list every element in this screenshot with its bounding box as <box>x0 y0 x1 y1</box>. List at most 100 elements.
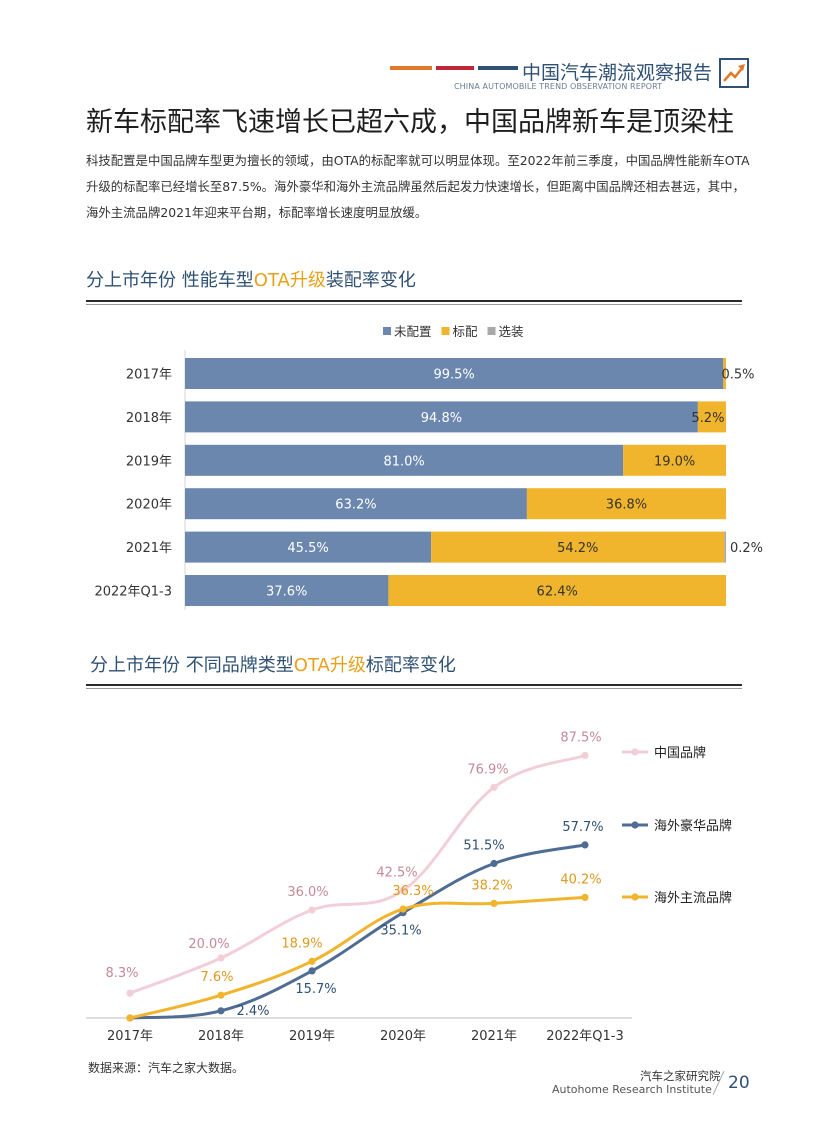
header-bar-orange <box>390 66 432 70</box>
line-point-海外主流品牌 <box>217 991 225 999</box>
bar-data-label: 99.5% <box>433 368 474 383</box>
line-point-海外豪华品牌 <box>308 967 316 975</box>
section2-title-post: 标配率变化 <box>365 655 456 676</box>
section1-title-highlight: OTA升级 <box>253 270 326 291</box>
line-data-label: 57.7% <box>562 820 603 835</box>
report-title: 中国汽车潮流观察报告 <box>522 62 713 84</box>
bar-data-label: 45.5% <box>287 541 328 556</box>
line-point-中国品牌 <box>308 906 316 914</box>
bar-segment-标配 <box>697 401 726 433</box>
bar-data-label: 62.4% <box>537 585 578 600</box>
bar-data-label: 19.0% <box>654 454 695 469</box>
bar-segment-标配 <box>431 531 725 563</box>
line-point-海外主流品牌 <box>126 1014 134 1022</box>
bar-segment-标配 <box>388 575 726 606</box>
institute-name-cn: 汽车之家研究院 <box>640 1069 721 1083</box>
section2-title-highlight: OTA升级 <box>293 655 366 676</box>
page-number: 20 <box>728 1073 750 1093</box>
report-subtitle: CHINA AUTOMOBILE TREND OBSERVATION REPOR… <box>454 82 663 91</box>
page-title: 新车标配率飞速增长已超六成，中国品牌新车是顶梁柱 <box>86 107 734 138</box>
line-series-海外豪华品牌 <box>128 843 587 1020</box>
line-data-label: 40.2% <box>560 872 601 887</box>
bar-data-label: 37.6% <box>266 585 307 600</box>
bar-segment-未配置 <box>185 575 389 606</box>
line-data-label: 42.5% <box>376 866 417 881</box>
line-point-中国品牌 <box>399 886 407 895</box>
bar-data-label: 54.2% <box>557 541 598 556</box>
legend-swatch-2 <box>487 327 496 335</box>
line-point-中国品牌 <box>126 989 134 997</box>
bar-data-label: 36.8% <box>606 498 647 513</box>
line-data-label: 51.5% <box>463 839 504 854</box>
bar-segment-未配置 <box>185 488 527 520</box>
line-chart: 2017年 2018年 2019年 2020年 2021年 2022年Q1-3 8.3% 20… <box>86 731 732 1044</box>
bar-category-label: 2021年 <box>126 541 172 556</box>
line-data-label: 38.2% <box>471 878 512 893</box>
section1-title-pre: 分上市年份 性能车型 <box>86 270 254 291</box>
line-data-label: 35.1% <box>380 924 421 939</box>
bar-category-label: 2018年 <box>126 411 172 426</box>
bar-segment-标配 <box>526 488 726 520</box>
line-point-海外豪华品牌 <box>490 859 498 868</box>
line-point-海外主流品牌 <box>399 905 407 913</box>
stacked-bar-chart: 未配置 标配 选装 2017年 99.5% 0.5% 2018年 94.8% 5.2% 2019年… <box>94 324 763 610</box>
line-data-label: 8.3% <box>105 966 138 981</box>
line-point-中国品牌 <box>490 783 498 791</box>
line-point-海外主流品牌 <box>581 893 589 901</box>
bar-segment-标配 <box>623 444 726 476</box>
bar-category-label: 2020年 <box>126 498 172 513</box>
line-series-中国品牌 <box>128 754 587 995</box>
line-x-tick-label: 2020年 <box>380 1029 426 1044</box>
line-x-tick-label: 2022年Q1-3 <box>546 1029 624 1044</box>
data-source-note: 数据来源：汽车之家大数据。 <box>88 1061 245 1075</box>
section1-title: 分上市年份 性能车型OTA升级装配率变化 <box>86 266 416 292</box>
line-x-tick-label: 2019年 <box>289 1029 335 1044</box>
bar-segment-未配置 <box>185 444 624 476</box>
bar-data-label: 63.2% <box>335 498 376 513</box>
institute-name-en: Autohome Research Institute <box>552 1083 712 1096</box>
line-point-海外豪华品牌 <box>581 841 589 849</box>
bar-category-label: 2022年Q1-3 <box>94 585 172 600</box>
legend-label-0: 未配置 <box>394 324 432 339</box>
bar-category-label: 2019年 <box>126 454 172 469</box>
bar-data-label: 5.2% <box>691 411 724 426</box>
line-data-label: 36.3% <box>392 884 433 899</box>
bar-data-label: 94.8% <box>421 411 462 426</box>
line-data-label: 7.6% <box>200 970 233 985</box>
header-bar-blue <box>478 66 518 70</box>
line-x-tick-label: 2021年 <box>471 1029 517 1044</box>
line-x-tick-label: 2018年 <box>198 1029 244 1044</box>
line-series-海外主流品牌 <box>128 895 587 1020</box>
line-legend-label-2: 海外主流品牌 <box>654 890 732 906</box>
legend-label-2: 选装 <box>499 324 524 339</box>
line-legend-label-0: 中国品牌 <box>654 745 706 761</box>
line-data-label: 76.9% <box>467 762 508 777</box>
line-data-label: 2.4% <box>236 1004 269 1019</box>
legend-swatch-1 <box>441 327 450 335</box>
bar-segment-未配置 <box>185 531 432 563</box>
line-legend-marker-2 <box>631 893 639 901</box>
line-point-海外主流品牌 <box>308 957 316 965</box>
line-data-label: 87.5% <box>560 731 601 746</box>
line-legend-marker-0 <box>631 748 639 756</box>
section2-title: 分上市年份 不同品牌类型OTA升级标配率变化 <box>90 651 456 677</box>
trend-chart-icon <box>719 58 749 88</box>
section2-rule-thin <box>86 688 742 689</box>
section2-rule <box>86 684 742 686</box>
legend-label-1: 标配 <box>453 324 479 339</box>
line-legend-marker-1 <box>631 821 639 829</box>
bar-category-label: 2017年 <box>126 368 172 383</box>
line-data-label: 20.0% <box>188 937 229 952</box>
section1-rule-thin <box>86 304 742 305</box>
bar-data-label: 81.0% <box>383 454 424 469</box>
line-data-label: 36.0% <box>287 885 328 900</box>
bar-segment-标配 <box>723 358 726 389</box>
line-point-海外豪华品牌 <box>217 1007 225 1015</box>
line-point-中国品牌 <box>581 751 589 760</box>
intro-paragraph: 科技配置是中国品牌车型更为擅长的领域，由OTA的标配率就可以明显体现。至2022… <box>86 153 750 220</box>
line-legend-label-1: 海外豪华品牌 <box>654 818 732 834</box>
line-data-label: 15.7% <box>295 982 336 997</box>
line-point-中国品牌 <box>217 954 225 962</box>
bar-segment-未配置 <box>185 358 724 389</box>
line-x-tick-label: 2017年 <box>107 1029 153 1044</box>
